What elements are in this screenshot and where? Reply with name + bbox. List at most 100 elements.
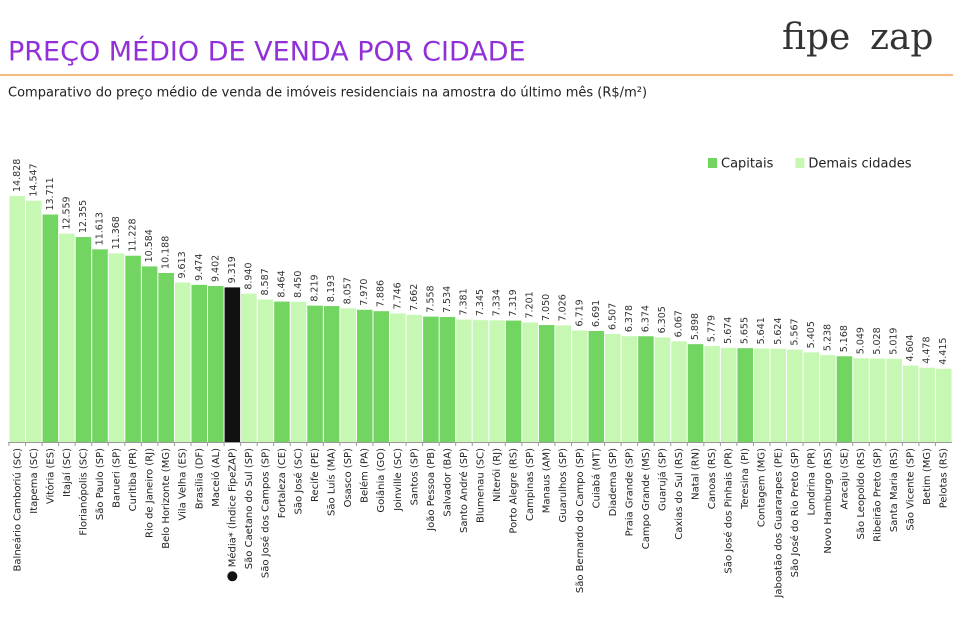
value-label: 8.450: [293, 271, 304, 298]
x-tick-label: Canoas (RS): [707, 448, 718, 509]
value-label: 14.547: [28, 163, 39, 196]
value-label: 5.049: [856, 327, 867, 354]
x-tick-label: São José (SC): [293, 448, 305, 515]
bar: [373, 311, 390, 442]
value-label: 6.374: [640, 305, 651, 332]
value-label: 7.746: [392, 282, 403, 309]
value-label: 5.405: [806, 321, 817, 348]
x-tick-label: Vitória (ES): [44, 448, 56, 504]
bar: [75, 237, 92, 442]
x-tick-label: Guarulhos (SP): [558, 448, 569, 523]
x-tick-label: Maceió (AL): [210, 448, 222, 507]
value-label: 8.219: [310, 274, 321, 301]
x-tick-label: Jaboatão dos Guararapes (PE): [773, 448, 784, 599]
value-label: 8.940: [243, 262, 254, 289]
bar: [654, 337, 671, 442]
bar: [274, 301, 290, 442]
x-tick-label: São José dos Pinhais (PR): [723, 448, 735, 574]
x-tick-label: Porto Alegre (RS): [509, 448, 520, 534]
value-label: 7.558: [425, 285, 436, 312]
x-tick-label: Betim (MG): [922, 448, 933, 505]
value-label: 5.779: [707, 315, 718, 342]
value-label: 5.238: [822, 324, 833, 351]
x-tick-label: Londrina (PR): [806, 448, 817, 516]
value-label: 5.028: [872, 327, 883, 354]
value-label: 5.898: [690, 313, 701, 340]
legend-label: Capitais: [721, 157, 774, 172]
x-tick-label: São Luís (MA): [326, 448, 338, 516]
x-tick-label: Santo André (SP): [458, 448, 470, 533]
bar: [571, 330, 588, 442]
value-label: 9.474: [194, 254, 205, 281]
bar: [158, 272, 174, 442]
x-tick-label: São Paulo (SP): [95, 448, 106, 520]
x-tick-label: Campo Grande (MS): [641, 448, 652, 549]
value-label: 5.641: [756, 317, 767, 344]
bar: [621, 336, 638, 442]
bar: [174, 282, 191, 442]
value-label: 5.168: [839, 325, 850, 352]
x-tick-label: Ribeirão Preto (SP): [873, 448, 884, 542]
x-tick-label: Joinville (SC): [393, 448, 404, 512]
x-tick-label: Contagem (MG): [757, 448, 768, 527]
x-tick-label: São Leopoldo (RS): [856, 448, 867, 540]
x-tick-label: Santa Maria (RS): [889, 448, 900, 532]
value-label: 4.415: [938, 338, 949, 365]
bar: [141, 266, 158, 442]
bar: [538, 325, 555, 442]
bar: [472, 320, 489, 442]
x-tick-label: Belém (PA): [359, 448, 371, 503]
x-tick-label: Novo Hamburgo (RS): [823, 448, 834, 554]
bar: [108, 253, 125, 442]
bar: [753, 348, 770, 442]
x-tick-label: Santos (SP): [409, 448, 420, 506]
bar: [803, 352, 820, 442]
bar: [257, 299, 274, 442]
value-label: 7.050: [541, 294, 552, 321]
x-tick-label: Goiânia (GO): [375, 448, 387, 513]
bar: [770, 348, 787, 442]
bar: [704, 346, 720, 442]
x-tick-label: Vila Velha (ES): [178, 448, 189, 521]
bar: [522, 322, 538, 442]
value-label: 6.719: [574, 299, 585, 326]
x-tick-label: São José dos Campos (SP): [259, 448, 271, 578]
value-label: 6.691: [591, 300, 602, 327]
x-tick-label: Teresina (PI): [740, 448, 751, 510]
bar: [820, 355, 836, 442]
bar: [935, 368, 952, 442]
bar: [356, 309, 373, 442]
value-label: 11.613: [94, 212, 105, 245]
bar: [605, 334, 621, 442]
bar: [423, 316, 439, 442]
value-label: 7.970: [359, 279, 370, 306]
value-label: 9.319: [227, 256, 238, 283]
chart-title: PREÇO MÉDIO DE VENDA POR CIDADE: [8, 36, 526, 68]
value-label: 14.828: [12, 159, 23, 192]
bar: [42, 214, 59, 442]
bar: [92, 249, 108, 442]
value-label: 7.201: [525, 291, 536, 318]
value-label: 5.655: [740, 317, 751, 344]
bar: [853, 358, 869, 442]
x-tick-label: Brasília (DF): [193, 448, 205, 509]
value-label: 7.381: [458, 288, 469, 315]
x-tick-label: Balneário Camboriú (SC): [11, 448, 23, 572]
value-label: 11.228: [128, 218, 139, 251]
x-tick-label: Natal (RN): [691, 448, 702, 500]
value-label: 8.587: [260, 268, 271, 295]
bar: [555, 325, 571, 442]
bar: [224, 287, 241, 442]
x-tick-label: Niterói (RJ): [491, 448, 503, 502]
x-tick-label: Barueri (SP): [112, 448, 123, 508]
x-tick-label: Florianópolis (SC): [77, 448, 89, 536]
x-tick-label: Rio de Janeiro (RJ): [145, 448, 156, 538]
value-label: 6.378: [624, 305, 635, 332]
bar: [340, 308, 356, 442]
x-tick-label: Diadema (SP): [608, 448, 619, 516]
value-label: 5.674: [723, 317, 734, 344]
value-label: 7.886: [376, 280, 387, 307]
legend-swatch: [795, 158, 805, 168]
